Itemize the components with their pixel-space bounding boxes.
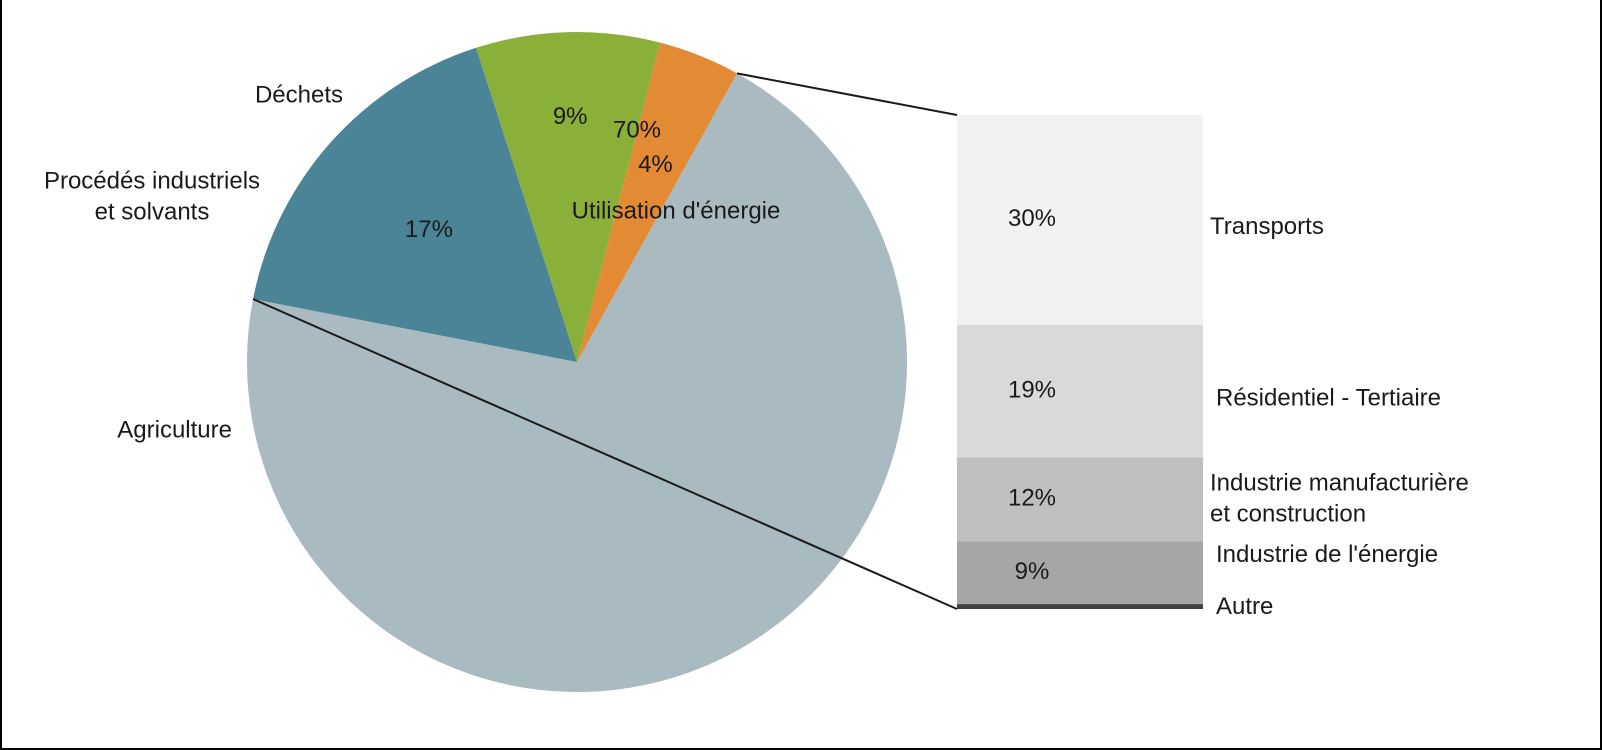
bar-value-label-industrie-manufacturiere-et-construction: 12% <box>1008 485 1056 512</box>
bar-value-label-residentiel-tertiaire: 19% <box>1008 376 1056 403</box>
connector-line-top <box>736 72 958 116</box>
bar-value-label-industrie-de-l-energie: 9% <box>1015 558 1050 585</box>
pie-slice-utilisation-d-energie <box>247 73 908 693</box>
bar-segment-residentiel-tertiaire <box>957 324 1203 458</box>
connector-lines <box>252 72 958 610</box>
bar-segment-transports <box>957 115 1203 325</box>
bar-segment-industrie-manufacturiere-et-construction <box>957 457 1203 542</box>
pie-value-label-dechets: 4% <box>638 151 673 178</box>
bar-category-label-industrie-de-l-energie: Industrie de l'énergie <box>1216 541 1438 568</box>
pie-category-label-procedes-industriels-et-solvants-line-2: et solvants <box>95 198 210 225</box>
labels: 70% 17% 9% 4% Utilisation d'énergie Agricultu… <box>44 81 1469 620</box>
pie-value-label-utilisation-d-energie: 70% <box>613 116 661 143</box>
bar-segment-autre <box>957 604 1203 609</box>
connector-line-bottom <box>252 298 958 610</box>
bar-category-label-transports: Transports <box>1210 213 1324 240</box>
pie-category-label-utilisation-d-energie: Utilisation d'énergie <box>572 197 781 224</box>
bar-category-label-industrie-manufacturiere-et-construction-line-2: et construction <box>1210 501 1366 528</box>
pie-value-label-procedes-industriels-et-solvants: 9% <box>553 103 588 130</box>
pie-category-label-dechets: Déchets <box>255 81 343 108</box>
bar-value-label-transports: 30% <box>1008 205 1056 232</box>
pie-category-label-agriculture: Agriculture <box>117 416 232 443</box>
bar-category-label-industrie-manufacturiere-et-construction-line-1: Industrie manufacturière <box>1210 470 1469 497</box>
breakdown-bar <box>957 115 1203 609</box>
pie-group <box>247 32 908 693</box>
pie-value-label-agriculture: 17% <box>405 216 453 243</box>
pie-slice-agriculture <box>253 47 577 362</box>
pie-slice-dechets <box>577 42 737 362</box>
pie-slice-procedes-industriels-et-solvants <box>476 32 661 363</box>
bar-segment-industrie-de-l-energie <box>957 541 1203 605</box>
bar-category-label-autre: Autre <box>1216 593 1273 620</box>
pie-category-label-procedes-industriels-et-solvants-line-1: Procédés industriels <box>44 167 260 194</box>
bar-category-label-residentiel-tertiaire: Résidentiel - Tertiaire <box>1216 384 1441 411</box>
